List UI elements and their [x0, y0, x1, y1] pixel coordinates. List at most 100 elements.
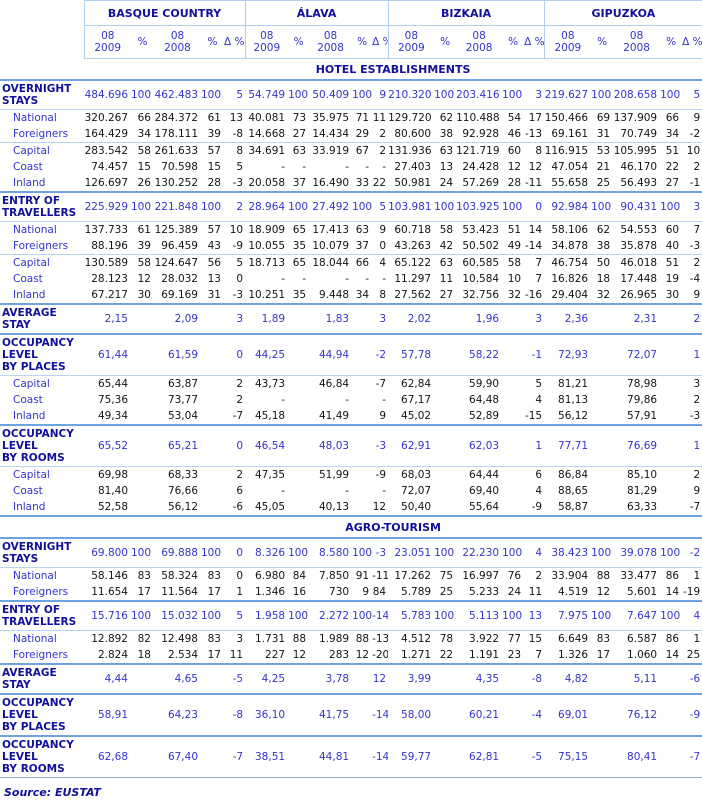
data-cell [352, 483, 372, 499]
data-cell: 69.800 [84, 537, 131, 568]
data-cell [502, 693, 525, 736]
data-cell: 86 [660, 630, 683, 647]
data-cell: 53,04 [167, 410, 198, 422]
data-cell: 130.252 [154, 177, 198, 189]
data-cell: -13 [524, 128, 543, 140]
data-cell: 1.191 [469, 649, 500, 661]
data-cell: 17 [137, 586, 151, 598]
row-label: OCCUPANCY LEVEL BY ROOMS [0, 424, 84, 467]
data-cell: 2 [693, 394, 701, 406]
data-cell [131, 483, 154, 499]
data-cell: 100 [352, 537, 373, 568]
data-cell [352, 408, 372, 425]
data-cell [131, 499, 154, 516]
data-cell: 2,09 [154, 303, 201, 334]
data-cell: 38 [596, 240, 611, 252]
data-cell: 6 [524, 466, 545, 483]
data-cell: 35 [292, 289, 307, 301]
data-cell: -14 [372, 693, 389, 736]
data-cell: 57,91 [627, 410, 658, 422]
data-cell: 126.697 [84, 177, 128, 189]
data-cell: 34.878 [551, 240, 589, 252]
data-cell: 58.106 [544, 221, 592, 238]
data-cell: -5 [224, 663, 246, 694]
data-cell: 18.713 [245, 254, 289, 271]
data-cell [660, 392, 682, 408]
data-cell [352, 499, 372, 516]
data-cell: 81,40 [97, 485, 128, 497]
row-label: National [0, 109, 84, 126]
data-cell: 57.269 [462, 177, 500, 189]
data-cell: 0 [224, 537, 246, 568]
data-cell: 35.975 [309, 109, 353, 126]
data-cell [591, 483, 613, 499]
data-cell: - [365, 161, 370, 173]
data-cell: 284.372 [154, 109, 201, 126]
column-header: 08 2009 [543, 25, 592, 59]
data-cell [131, 303, 154, 334]
data-cell: 39.078 [613, 537, 661, 568]
data-cell [502, 392, 524, 408]
data-cell: 88 [288, 630, 310, 647]
data-cell: 2 [224, 191, 246, 222]
data-cell [352, 693, 373, 736]
data-cell: 0 [224, 567, 246, 584]
data-cell: 3 [524, 303, 545, 334]
data-cell [131, 392, 154, 408]
data-cell: -9 [531, 501, 543, 513]
data-cell [352, 735, 373, 778]
data-cell: 26.965 [620, 289, 658, 301]
data-cell: 10 [507, 273, 522, 285]
data-cell: 12 [596, 586, 611, 598]
data-cell: 221.848 [154, 191, 201, 222]
data-cell [434, 303, 457, 334]
data-cell: 1,83 [309, 303, 353, 334]
data-cell: -3 [232, 289, 244, 301]
data-cell: 16.826 [551, 273, 589, 285]
data-cell: 80.600 [394, 128, 432, 140]
data-cell: -3 [689, 410, 701, 422]
data-cell: 2 [682, 254, 702, 271]
data-cell: 16 [292, 586, 307, 598]
data-cell: 22 [439, 649, 454, 661]
data-cell: 75 [434, 567, 457, 584]
data-cell [201, 408, 224, 425]
data-cell: 100 [201, 191, 224, 222]
data-cell: 62,03 [456, 424, 503, 467]
data-cell [131, 333, 154, 376]
data-cell: 1.958 [245, 600, 289, 631]
data-cell [660, 735, 683, 778]
data-cell: 10 [224, 221, 246, 238]
data-cell: 66 [660, 109, 683, 126]
data-cell: -14 [524, 240, 543, 252]
data-cell: -8 [224, 693, 246, 736]
data-cell: 29 [355, 128, 370, 140]
data-cell [591, 375, 614, 392]
data-cell: 283.542 [84, 142, 131, 159]
data-cell [502, 375, 525, 392]
data-cell: -2 [682, 537, 702, 568]
data-cell: 5.789 [401, 586, 432, 598]
data-cell: 15 [524, 630, 545, 647]
data-cell: 43,73 [245, 375, 289, 392]
data-cell: -8 [232, 128, 244, 140]
column-header: % [288, 25, 310, 59]
data-cell: 69.169 [161, 289, 198, 301]
data-cell: 61 [201, 109, 224, 126]
data-cell: 62 [434, 109, 457, 126]
data-cell: 125.389 [154, 221, 201, 238]
data-cell: 1 [682, 630, 702, 647]
data-cell: 18 [137, 649, 151, 661]
data-cell: 6 [236, 485, 244, 497]
column-header: % [591, 25, 614, 59]
data-cell: -15 [524, 410, 543, 422]
data-cell: 17.413 [309, 221, 353, 238]
data-cell: 40 [665, 240, 680, 252]
data-cell: 100 [502, 79, 525, 110]
data-cell: 15 [137, 161, 151, 173]
data-cell: - [345, 273, 350, 285]
data-cell: 13 [439, 161, 454, 173]
data-cell: 100 [288, 191, 310, 222]
data-cell: -5 [524, 735, 545, 778]
data-cell: 1,89 [245, 303, 289, 334]
